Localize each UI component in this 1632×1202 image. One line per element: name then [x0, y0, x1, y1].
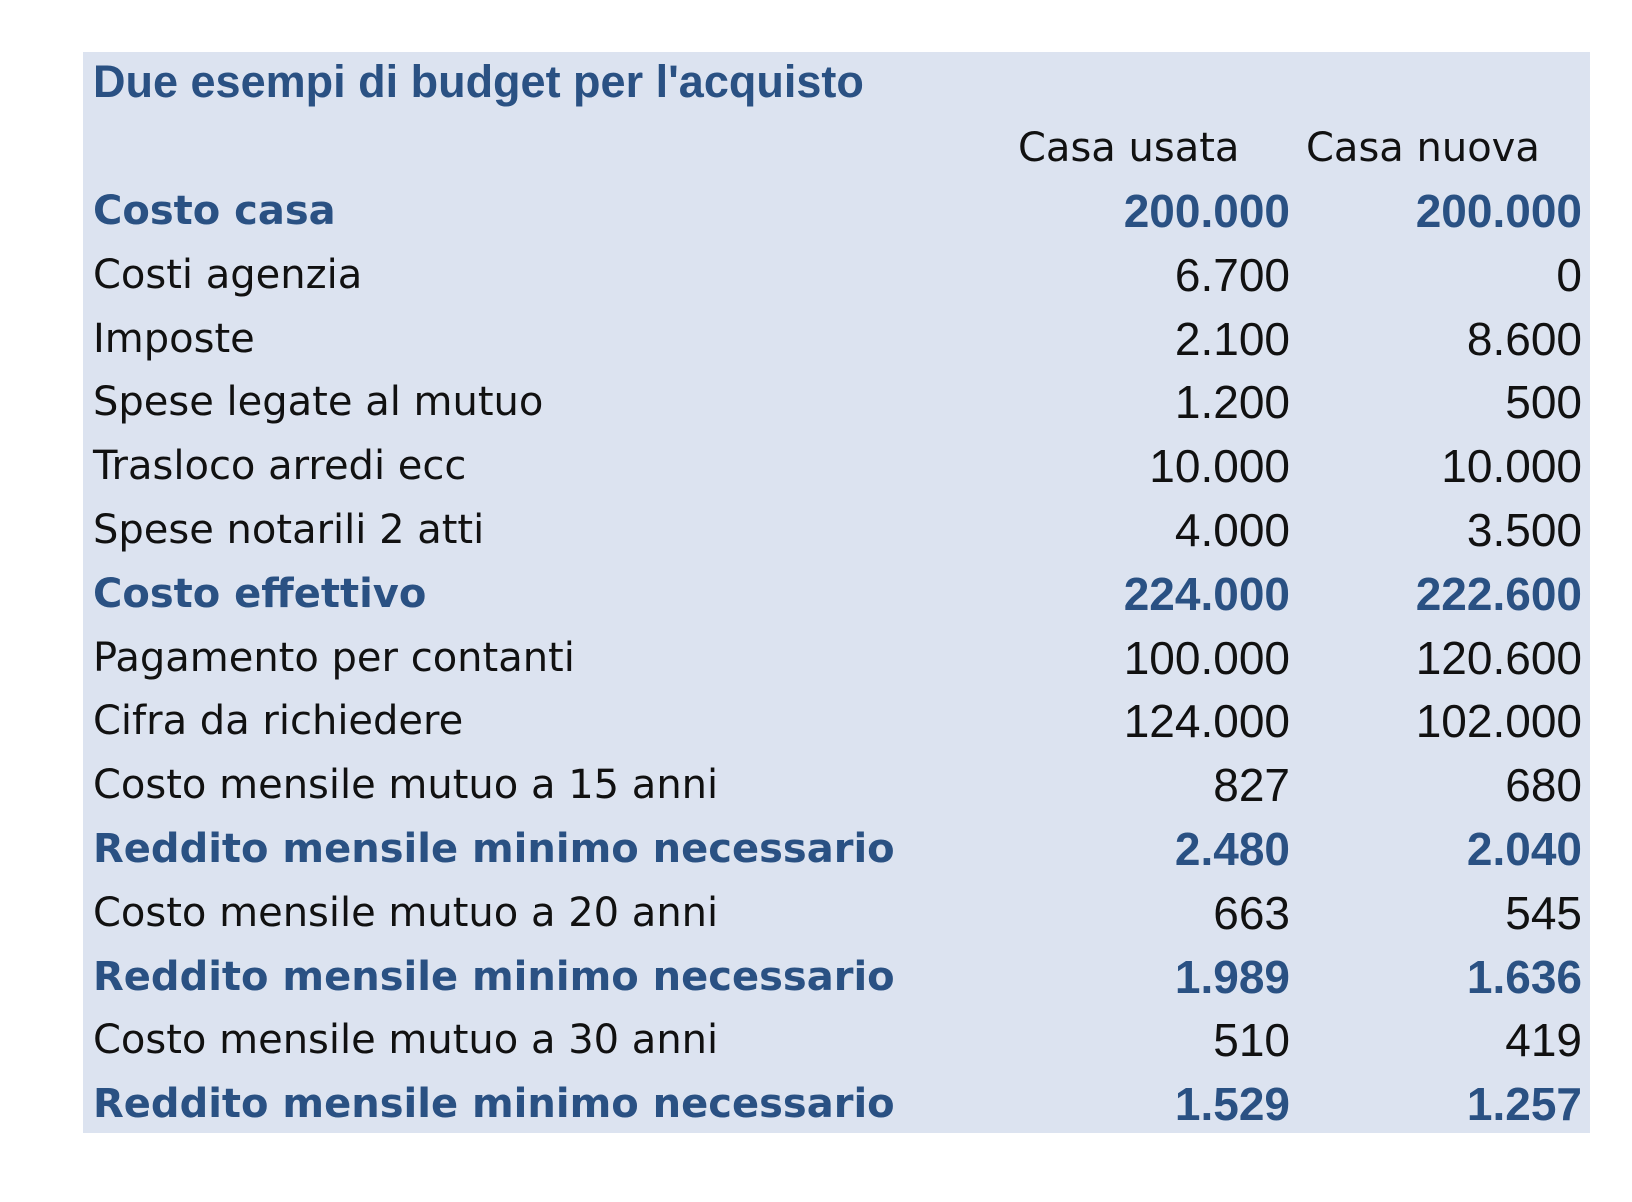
row-label: Reddito mensile minimo necessario: [93, 825, 895, 872]
table-row: Cifra da richiedere 124.000 102.000: [83, 690, 1590, 754]
table-row: Spese notarili 2 atti 4.000 3.500: [83, 499, 1590, 563]
value-casa-usata: 200.000: [1123, 185, 1290, 237]
table-row: Costo casa 200.000 200.000: [83, 180, 1590, 244]
value-casa-usata: 663: [1213, 886, 1290, 939]
value-casa-usata: 1.989: [1174, 950, 1290, 1003]
row-label: Costo mensile mutuo a 15 anni: [93, 762, 719, 809]
value-casa-nuova: 0: [1556, 248, 1582, 301]
value-casa-usata: 827: [1213, 759, 1290, 812]
table-row: Reddito mensile minimo necessario 1.989 1.…: [83, 946, 1590, 1010]
row-label: Reddito mensile minimo necessario: [93, 1081, 895, 1128]
row-label: Reddito mensile minimo necessario: [93, 953, 895, 1000]
value-casa-nuova: 102.000: [1415, 695, 1582, 748]
table-row: Costo effettivo 224.000 222.600: [83, 563, 1590, 627]
table-row: Costo mensile mutuo a 20 anni 663 545: [83, 882, 1590, 946]
table-row: Imposte 2.100 8.600: [83, 308, 1590, 372]
value-casa-nuova: 8.600: [1466, 312, 1582, 365]
value-casa-nuova: 1.257: [1466, 1078, 1582, 1131]
value-casa-nuova: 1.636: [1466, 950, 1582, 1003]
budget-table-panel: Due esempi di budget per l'acquisto Casa…: [83, 52, 1590, 1133]
value-casa-usata: 6.700: [1174, 248, 1290, 301]
table-row: Pagamento per contanti 100.000 120.600: [83, 627, 1590, 691]
value-casa-usata: 10.000: [1149, 440, 1290, 493]
value-casa-usata: 124.000: [1123, 695, 1290, 748]
value-casa-usata: 224.000: [1123, 567, 1290, 620]
table-row: Reddito mensile minimo necessario 1.529 1.…: [83, 1073, 1590, 1137]
row-label: Pagamento per contanti: [93, 634, 575, 681]
value-casa-usata: 4.000: [1174, 503, 1290, 556]
table-title: Due esempi di budget per l'acquisto: [93, 56, 864, 107]
table-row: Reddito mensile minimo necessario 2.480 2.…: [83, 818, 1590, 882]
value-casa-nuova: 2.040: [1466, 822, 1582, 875]
table-row: Costi agenzia 6.700 0: [83, 244, 1590, 308]
row-label: Imposte: [93, 315, 255, 362]
value-casa-nuova: 500: [1505, 376, 1582, 429]
table-row: Trasloco arredi ecc 10.000 10.000: [83, 435, 1590, 499]
value-casa-nuova: 680: [1505, 759, 1582, 812]
row-label: Cifra da richiedere: [93, 698, 464, 745]
value-casa-nuova: 3.500: [1466, 503, 1582, 556]
table-row: Costo mensile mutuo a 30 anni 510 419: [83, 1009, 1590, 1073]
value-casa-usata: 2.100: [1174, 312, 1290, 365]
value-casa-usata: 100.000: [1123, 631, 1290, 684]
table-row: Costo mensile mutuo a 15 anni 827 680: [83, 754, 1590, 818]
value-casa-nuova: 200.000: [1415, 185, 1582, 237]
row-label: Trasloco arredi ecc: [93, 443, 467, 490]
row-label: Costo mensile mutuo a 20 anni: [93, 889, 719, 936]
value-casa-nuova: 120.600: [1415, 631, 1582, 684]
value-casa-nuova: 419: [1505, 1014, 1582, 1067]
row-label: Spese notarili 2 atti: [93, 506, 485, 553]
column-header-casa-nuova: Casa nuova: [1306, 125, 1540, 171]
value-casa-usata: 1.200: [1174, 376, 1290, 429]
row-label: Costo casa: [93, 188, 336, 234]
column-header-casa-usata: Casa usata: [1018, 125, 1240, 171]
value-casa-usata: 510: [1213, 1014, 1290, 1067]
row-label: Costi agenzia: [93, 251, 363, 298]
table-row: Spese legate al mutuo 1.200 500: [83, 371, 1590, 435]
row-label: Spese legate al mutuo: [93, 379, 544, 426]
row-label: Costo effettivo: [93, 570, 427, 617]
value-casa-nuova: 222.600: [1415, 567, 1582, 620]
value-casa-usata: 2.480: [1174, 822, 1290, 875]
value-casa-nuova: 10.000: [1441, 440, 1582, 493]
value-casa-usata: 1.529: [1174, 1078, 1290, 1131]
row-label: Costo mensile mutuo a 30 anni: [93, 1017, 719, 1064]
budget-rows: Costo casa 200.000 200.000 Costi agenzia 6.7…: [83, 180, 1590, 1137]
value-casa-nuova: 545: [1505, 886, 1582, 939]
